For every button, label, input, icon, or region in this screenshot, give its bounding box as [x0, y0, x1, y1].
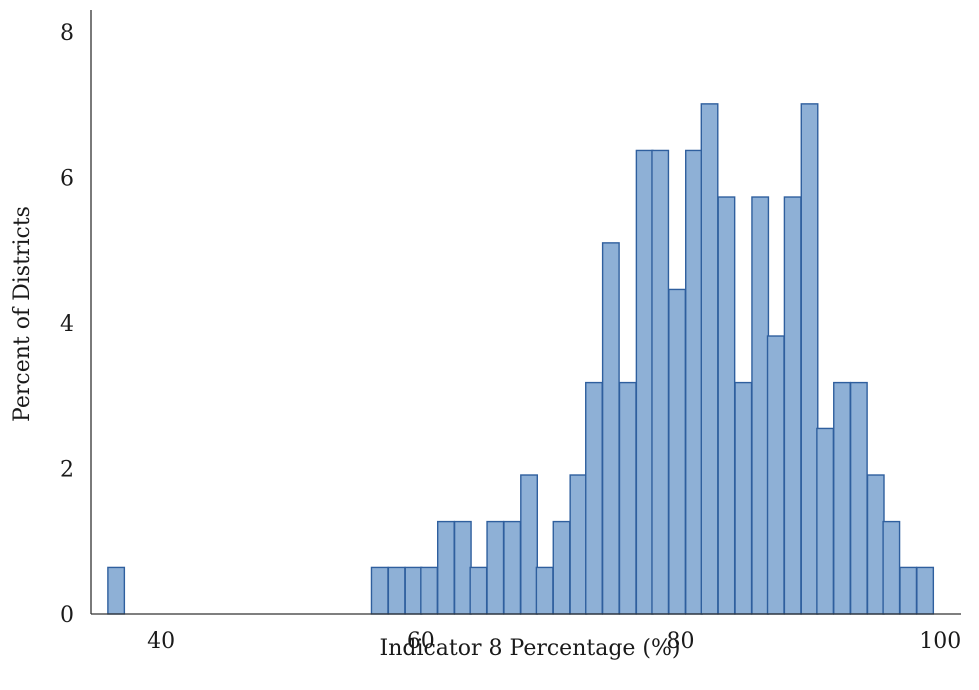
histogram-bar-33 — [899, 566, 918, 615]
histogram-bar-8 — [486, 520, 505, 615]
histogram-bar-24 — [751, 196, 770, 615]
histogram-bar-16 — [618, 381, 637, 615]
histogram-bar-23 — [734, 381, 753, 615]
y-tick-label: 6 — [60, 166, 74, 191]
histogram-bar-21 — [700, 103, 719, 615]
histogram-bar-14 — [585, 381, 603, 615]
x-tick-label: 60 — [407, 629, 435, 654]
histogram-bar-4 — [420, 566, 439, 615]
histogram-bar-19 — [668, 288, 687, 615]
histogram-bar-34 — [916, 566, 935, 615]
histogram-bar-7 — [469, 566, 488, 615]
y-tick-label: 2 — [60, 457, 74, 482]
histogram-bar-10 — [520, 474, 538, 615]
y-tick-label: 8 — [60, 21, 74, 46]
histogram-bar-32 — [882, 520, 901, 615]
bars-group — [107, 103, 935, 615]
histogram-bar-0 — [107, 566, 126, 615]
histogram-bar-17 — [635, 149, 654, 615]
x-tick-labels: 40 60 80 100 — [147, 629, 961, 654]
x-axis-title: Indicator 8 Percentage (%) — [380, 636, 681, 661]
histogram-bar-2 — [387, 566, 406, 615]
histogram-bar-5 — [437, 520, 455, 615]
histogram-bar-1 — [370, 566, 389, 615]
histogram-bar-9 — [503, 520, 522, 615]
histogram-bar-6 — [453, 520, 472, 615]
histogram-bar-30 — [849, 381, 868, 615]
histogram-bar-12 — [552, 520, 571, 615]
x-tick-label: 80 — [667, 629, 695, 654]
histogram-bar-26 — [783, 196, 802, 615]
histogram-bar-3 — [404, 566, 423, 615]
x-tick-label: 100 — [919, 629, 961, 654]
histogram-bar-15 — [601, 242, 620, 615]
histogram-bar-22 — [717, 196, 736, 615]
histogram-bar-13 — [569, 474, 588, 615]
histogram-bar-25 — [766, 335, 785, 615]
histogram-bar-11 — [535, 566, 554, 615]
x-tick-label: 40 — [147, 629, 175, 654]
y-tick-label: 4 — [60, 312, 74, 337]
histogram-bar-20 — [685, 149, 703, 615]
y-tick-label: 0 — [60, 603, 74, 628]
histogram-bar-29 — [833, 381, 851, 615]
histogram-bar-31 — [866, 474, 885, 615]
histogram-bar-18 — [651, 149, 670, 615]
y-axis-title: Percent of Districts — [10, 206, 35, 422]
y-tick-labels: 0 2 4 6 8 — [60, 21, 74, 628]
histogram-bar-27 — [800, 103, 819, 615]
histogram-bar-28 — [816, 427, 835, 615]
